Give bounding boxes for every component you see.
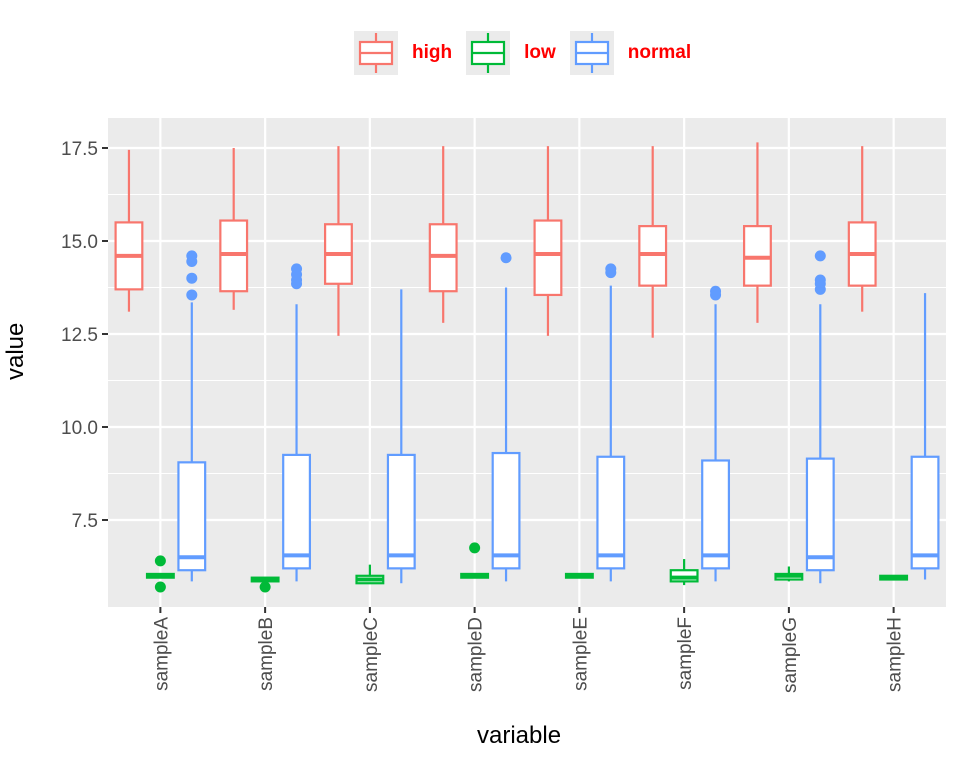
outlier-point bbox=[186, 250, 198, 262]
outlier-point bbox=[814, 250, 826, 262]
legend-label-high: high bbox=[412, 42, 453, 63]
series-low bbox=[145, 542, 909, 593]
y-tick-label: 10.0 bbox=[61, 418, 98, 439]
legend-key-high bbox=[354, 31, 398, 75]
y-tick-label: 12.5 bbox=[61, 325, 98, 346]
x-tick-label: sampleF bbox=[675, 617, 696, 690]
y-axis-title: value bbox=[2, 322, 29, 380]
outlier-point bbox=[605, 263, 617, 275]
x-axis-title: variable bbox=[477, 722, 562, 749]
y-tick-label: 15.0 bbox=[61, 232, 98, 253]
y-tick-label: 17.5 bbox=[61, 139, 98, 160]
x-tick-label: sampleH bbox=[885, 617, 906, 692]
series-normal bbox=[177, 250, 940, 584]
box bbox=[701, 459, 731, 570]
box bbox=[386, 453, 416, 570]
outlier-point bbox=[186, 289, 198, 301]
x-tick-label: sampleD bbox=[466, 617, 487, 692]
legend-item-low: low bbox=[466, 31, 556, 75]
x-tick-label: sampleA bbox=[151, 617, 172, 691]
box bbox=[596, 455, 626, 570]
box bbox=[491, 451, 521, 570]
box bbox=[910, 455, 940, 570]
series-high bbox=[114, 142, 877, 338]
box bbox=[282, 453, 312, 570]
outlier-point bbox=[154, 581, 166, 593]
outlier-point bbox=[186, 272, 198, 284]
legend-key-normal bbox=[569, 31, 614, 75]
legend-key-low bbox=[466, 31, 511, 75]
x-tick-label: sampleG bbox=[780, 617, 801, 693]
legend: high low normal bbox=[354, 30, 705, 76]
box bbox=[533, 219, 563, 297]
outlier-point bbox=[259, 581, 271, 593]
outlier-point bbox=[154, 555, 166, 567]
y-tick-label: 7.5 bbox=[72, 511, 98, 532]
legend-item-normal: normal bbox=[569, 31, 692, 75]
x-tick-label: sampleB bbox=[256, 617, 277, 691]
box-series bbox=[114, 142, 940, 593]
legend-label-normal: normal bbox=[627, 42, 692, 63]
legend-item-high: high bbox=[354, 31, 452, 75]
box bbox=[805, 457, 835, 572]
x-tick-label: sampleE bbox=[570, 617, 591, 691]
axis-ticks: 7.5 10.0 12.5 15.0 17.5 sampleA sampleB sampleC… bbox=[61, 139, 906, 693]
outlier-point bbox=[469, 542, 481, 554]
box bbox=[177, 461, 207, 572]
outlier-point bbox=[814, 274, 826, 286]
outlier-point bbox=[291, 263, 303, 275]
outlier-point bbox=[500, 252, 512, 264]
x-tick-label: sampleC bbox=[361, 617, 382, 692]
outlier-point bbox=[710, 285, 722, 297]
legend-label-low: low bbox=[524, 42, 556, 63]
